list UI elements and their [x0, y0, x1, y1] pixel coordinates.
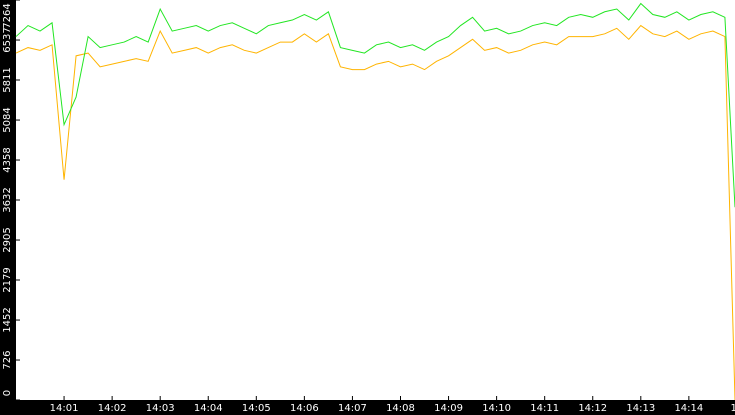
series-line: [15, 24, 735, 401]
x-tick-label: 14:08: [386, 403, 415, 414]
x-tick-label: 14: [731, 403, 735, 414]
x-tick-label: 14:10: [482, 403, 511, 414]
x-tick-label: 14:06: [290, 403, 319, 414]
x-tick-label: 14:11: [530, 403, 559, 414]
series-line: [15, 2, 735, 208]
x-tick-label: 14:03: [146, 403, 175, 414]
plot-area: [16, 0, 735, 400]
y-tick-label: 2179: [2, 267, 13, 292]
y-tick-label: 2905: [2, 227, 13, 252]
x-tick-label: 14:12: [578, 403, 607, 414]
x-tick-label: 14:13: [626, 403, 655, 414]
y-tick-label: 4358: [2, 147, 13, 172]
y-tick-label: 6537: [2, 27, 13, 52]
y-tick-label: 0: [2, 390, 13, 396]
x-tick-label: 14:14: [674, 403, 703, 414]
y-tick-label: 1452: [2, 307, 13, 332]
x-tick-label: 14:04: [194, 403, 223, 414]
y-tick-label: 7264: [2, 3, 13, 28]
x-tick-label: 14:01: [50, 403, 79, 414]
y-tick-label: 726: [2, 350, 13, 369]
y-tick-label: 5811: [2, 67, 13, 92]
x-tick-label: 14:05: [242, 403, 271, 414]
y-tick-label: 5084: [2, 107, 13, 132]
x-tick-label: 14:07: [338, 403, 367, 414]
x-tick-label: 14:02: [98, 403, 127, 414]
x-tick-label: 14:09: [434, 403, 463, 414]
y-tick-label: 3632: [2, 187, 13, 212]
